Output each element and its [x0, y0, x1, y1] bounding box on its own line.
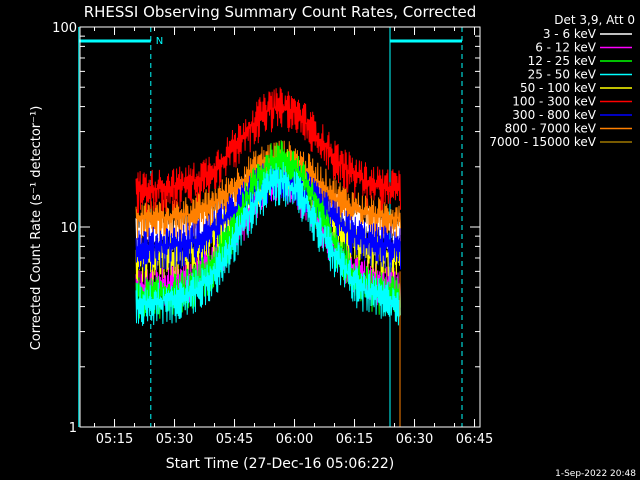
x-tick-label-1: 05:30	[156, 432, 193, 447]
x-tick-label-2: 05:45	[216, 432, 253, 447]
y-axis-label: Corrected Count Rate (s⁻¹ detector⁻¹)	[29, 106, 44, 351]
chart-title: RHESSI Observing Summary Count Rates, Co…	[84, 3, 477, 21]
axes: 05:15 05:30 05:45 06:00 06:15 06:30 06:45 1 10 10…	[52, 21, 493, 447]
y-tick-label-2: 100	[52, 21, 77, 36]
legend-label-4: 50 - 100 keV	[520, 81, 597, 95]
x-tick-label-4: 06:15	[336, 432, 373, 447]
series-layer	[135, 87, 401, 427]
legend-label-1: 6 - 12 keV	[535, 41, 597, 55]
legend-label-7: 800 - 7000 keV	[505, 122, 597, 136]
footer-timestamp: 1-Sep-2022 20:48	[555, 469, 636, 479]
legend-label-5: 100 - 300 keV	[512, 95, 596, 109]
x-tick-label-3: 06:00	[276, 432, 313, 447]
series-line-5	[135, 87, 401, 214]
legend-label-3: 25 - 50 keV	[528, 68, 597, 82]
legend-label-6: 300 - 800 keV	[512, 108, 596, 122]
x-tick-label-5: 06:30	[396, 432, 433, 447]
x-tick-label-6: 06:45	[456, 432, 493, 447]
legend-label-0: 3 - 6 keV	[543, 27, 597, 41]
attenuator-flag-label: N	[156, 36, 163, 47]
legend-label-8: 7000 - 15000 keV	[489, 135, 596, 149]
y-tick-label-1: 10	[60, 221, 77, 236]
legend-label-2: 12 - 25 keV	[528, 54, 597, 68]
x-axis-label: Start Time (27-Dec-16 05:06:22)	[166, 456, 394, 472]
x-tick-label-0: 05:15	[96, 432, 133, 447]
series-line-3	[135, 161, 401, 326]
legend-header: Det 3,9, Att 0	[554, 13, 635, 27]
y-tick-label-0: 1	[69, 421, 77, 436]
series-line-7	[135, 140, 401, 244]
